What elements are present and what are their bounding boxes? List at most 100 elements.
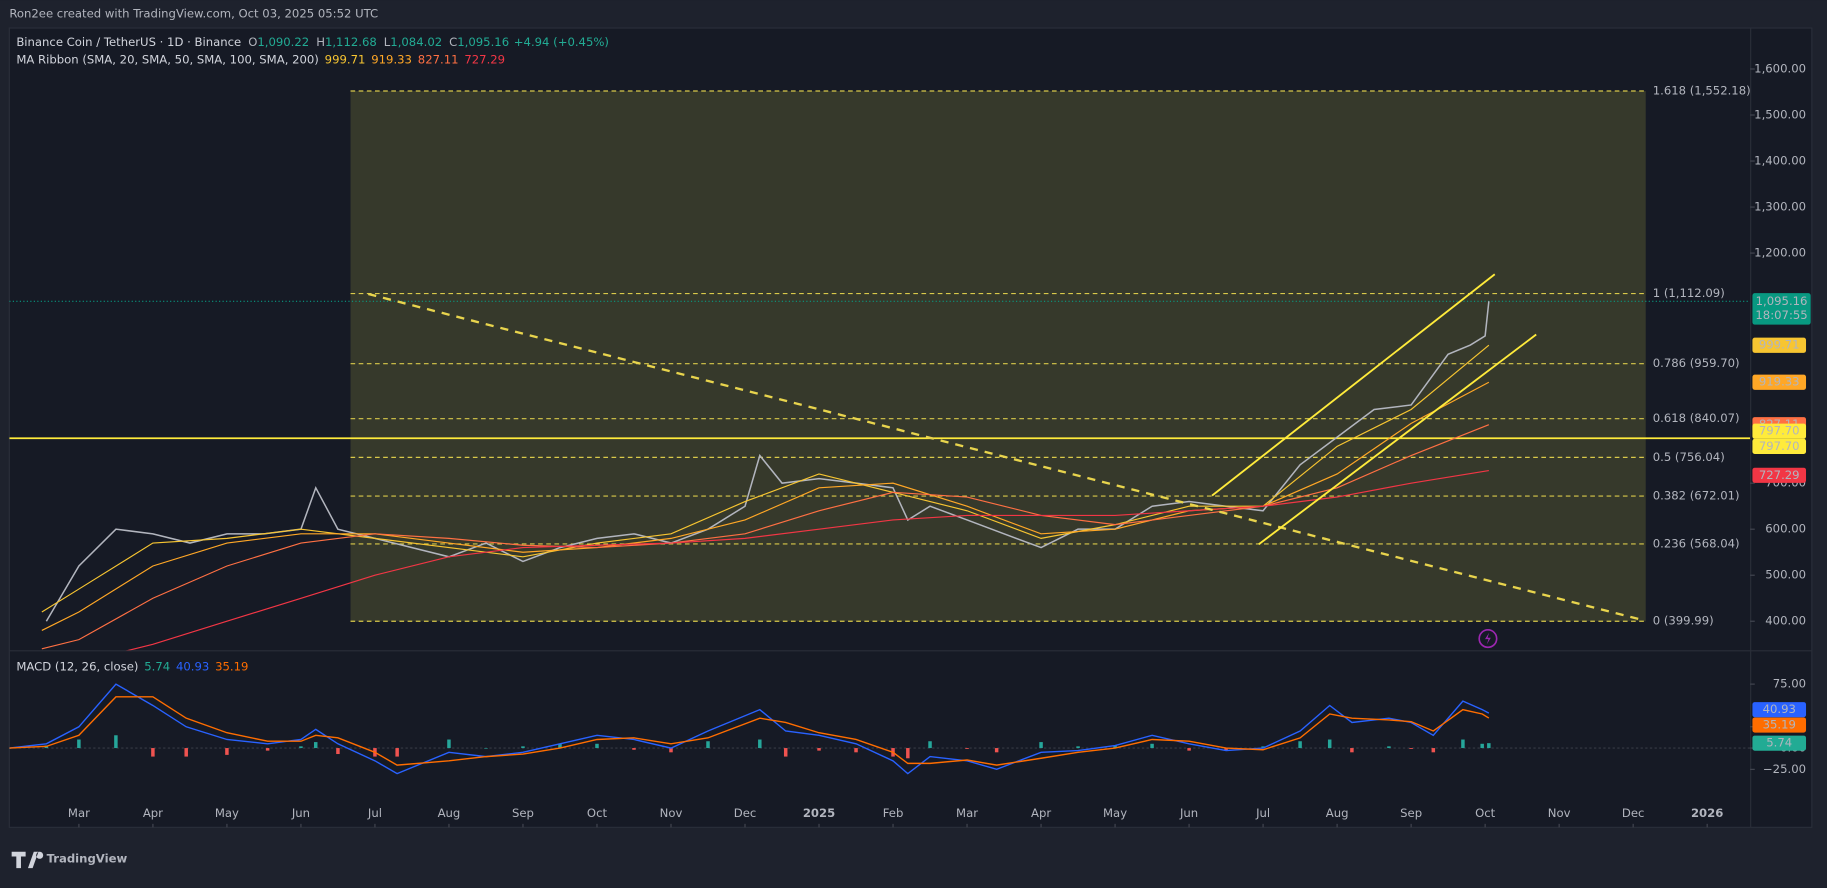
ma-line <box>41 344 1490 613</box>
macd-histogram-bar <box>1480 743 1484 749</box>
macd-tag-label: 5.74 <box>1766 736 1792 750</box>
macd-legend: MACD (12, 26, close) 5.74 40.93 35.19 <box>16 659 248 673</box>
x-tick-label: Mar <box>68 806 90 820</box>
level-tag-label: 797.70 <box>1759 424 1800 438</box>
credit: Ron2ee created with TradingView.com, Oct… <box>9 7 378 21</box>
symbol-title: Binance Coin / TetherUS · 1D · Binance <box>16 35 241 49</box>
x-tick-label: 2026 <box>1691 806 1723 820</box>
fib-label: 0.382 (672.01) <box>1653 489 1740 503</box>
macd-histogram-bar <box>1298 741 1302 749</box>
x-tick-label: Mar <box>956 806 978 820</box>
macd-histogram-bar <box>758 739 762 749</box>
y-tick-label: 1,600.00 <box>1754 61 1806 75</box>
ma-title: MA Ribbon (SMA, 20, SMA, 50, SMA, 100, S… <box>16 52 319 66</box>
macd-histogram-bar <box>928 741 932 749</box>
x-tick-label: Jul <box>1255 806 1270 820</box>
ma-line <box>126 469 1489 651</box>
price-countdown: 18:07:55 <box>1755 308 1807 322</box>
macd-histogram-bar <box>817 748 821 751</box>
ma-value: 999.71 <box>325 52 366 66</box>
ma-line <box>41 424 1490 650</box>
x-tick-label: May <box>215 806 239 820</box>
y-tick-label: 400.00 <box>1765 614 1806 628</box>
x-tick-label: Sep <box>512 806 534 820</box>
macd-histogram-bar <box>1187 748 1191 751</box>
header-legend: Binance Coin / TetherUS · 1D · Binance O 1… <box>16 35 609 49</box>
x-tick-label: May <box>1103 806 1127 820</box>
ma-tag-label: 999.71 <box>1759 338 1800 352</box>
macd-histogram-bar <box>184 748 188 757</box>
x-tick-label: Feb <box>883 806 904 820</box>
macd-histogram-bar <box>1076 746 1080 749</box>
y-tick-label: 600.00 <box>1765 522 1806 536</box>
macd-y-tick-label: −25.00 <box>1763 762 1806 776</box>
macd-tag <box>1752 717 1807 733</box>
macd-histogram-bar <box>783 748 788 757</box>
macd-value: 5.74 <box>144 659 170 673</box>
x-tick-label: Jun <box>291 806 310 820</box>
ohlc-label: H <box>316 35 325 49</box>
macd-histogram-bar <box>1224 748 1228 751</box>
macd-histogram-bar <box>1487 743 1491 749</box>
macd-histogram-bar <box>225 748 229 755</box>
macd-histogram-bar <box>965 748 969 749</box>
ohlc-value: 1,084.02 <box>390 35 442 49</box>
ohlc-value: 1,112.68 <box>325 35 377 49</box>
x-tick-label: Nov <box>1548 806 1571 820</box>
x-tick-label: Nov <box>660 806 683 820</box>
y-tick-label: 1,400.00 <box>1754 154 1806 168</box>
macd-histogram-bar <box>484 748 488 749</box>
macd-tag <box>1752 735 1807 751</box>
macd-value: 40.93 <box>176 659 209 673</box>
fib-label: 1 (1,112.09) <box>1653 286 1725 300</box>
trend-line <box>367 292 1644 622</box>
event-icon[interactable] <box>1478 629 1498 649</box>
macd-histogram-bar <box>447 739 451 749</box>
macd-histogram-bar <box>1409 748 1413 749</box>
x-tick-label: Oct <box>1475 806 1496 820</box>
price-tag <box>1752 293 1811 325</box>
price-line <box>45 301 1490 622</box>
macd-histogram-bar <box>336 748 340 755</box>
x-tick-label: Apr <box>143 806 163 820</box>
ma-value: 919.33 <box>371 52 412 66</box>
fib-label: 0 (399.99) <box>1653 614 1714 628</box>
ohlc-label: O <box>248 35 257 49</box>
x-tick-label: Sep <box>1400 806 1422 820</box>
fib-label: 0.236 (568.04) <box>1653 536 1740 550</box>
macd-histogram-bar <box>632 748 636 750</box>
macd-histogram-bar <box>994 748 999 753</box>
macd-tag-label: 35.19 <box>1763 718 1796 732</box>
logo-mark <box>11 851 44 869</box>
macd-tag <box>1752 702 1807 718</box>
macd-histogram-bar <box>265 748 270 751</box>
logo-text: TradingView <box>47 851 128 865</box>
y-tick-label: 1,300.00 <box>1754 200 1806 214</box>
x-tick-label: Dec <box>1622 806 1645 820</box>
macd-histogram-bar <box>706 741 710 749</box>
macd-tag-label: 40.93 <box>1763 702 1796 716</box>
ohlc-label: L <box>384 35 391 49</box>
trend-line <box>1211 273 1496 497</box>
ma-tag <box>1752 337 1807 353</box>
x-tick-label: Aug <box>1326 806 1349 820</box>
fib-label: 0.618 (840.07) <box>1653 411 1740 425</box>
macd-histogram-bar <box>299 746 303 749</box>
level-tag <box>1752 423 1807 439</box>
macd-value: 35.19 <box>215 659 248 673</box>
fib-label: 0.5 (756.04) <box>1653 450 1725 464</box>
macd-histogram-bar <box>1150 743 1154 749</box>
macd-histogram-bar <box>595 743 599 749</box>
macd-title: MACD (12, 26, close) <box>16 659 138 673</box>
level-tag <box>1752 438 1807 454</box>
x-tick-label: Apr <box>1031 806 1051 820</box>
ma-legend: MA Ribbon (SMA, 20, SMA, 50, SMA, 100, S… <box>16 52 505 66</box>
macd-histogram-bar <box>854 748 858 753</box>
ma-value: 827.11 <box>418 52 459 66</box>
macd-histogram-bar <box>1350 748 1354 753</box>
macd-histogram-bar <box>1431 748 1436 753</box>
y-tick-label: 1,200.00 <box>1754 246 1806 260</box>
ma-tag <box>1752 467 1807 483</box>
event-icon-bolt <box>1485 632 1491 645</box>
macd-histogram-bar <box>1039 742 1043 749</box>
